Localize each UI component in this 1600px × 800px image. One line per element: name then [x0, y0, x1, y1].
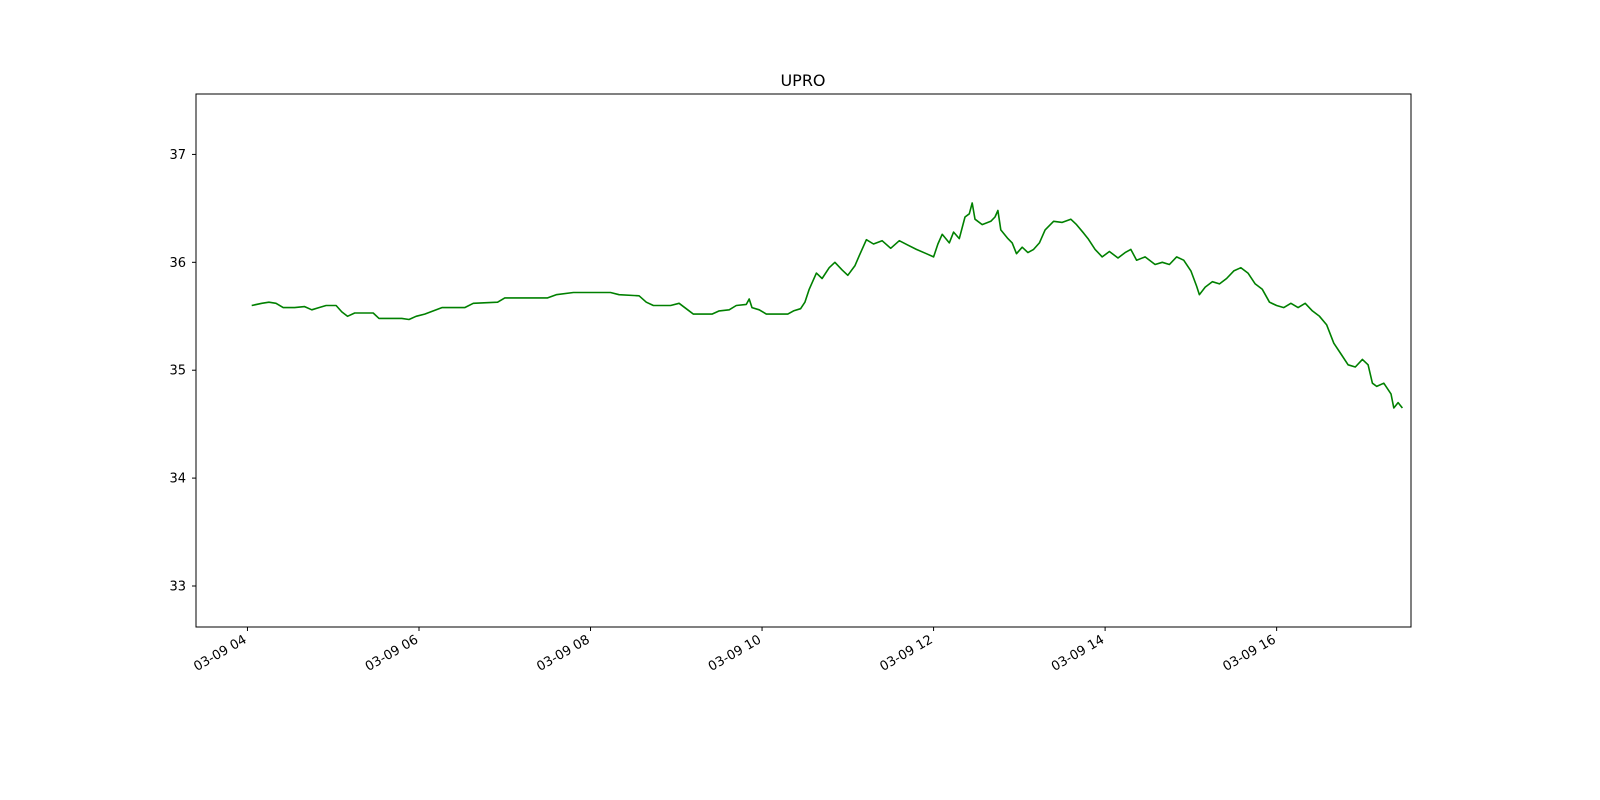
y-axis: 33 34 35 36 37 [169, 148, 196, 595]
x-tick-label: 03-09 16 [1221, 632, 1279, 674]
y-tick-label: 33 [169, 580, 186, 595]
y-tick-label: 37 [169, 148, 186, 163]
x-tick-label: 03-09 10 [706, 632, 764, 674]
x-tick-label: 03-09 12 [877, 632, 935, 674]
y-tick-label: 34 [169, 472, 186, 487]
x-tick-label: 03-09 06 [363, 632, 421, 674]
x-tick-label: 03-09 08 [534, 632, 592, 674]
plot-lines [251, 202, 1404, 409]
chart-title: UPRO [780, 71, 825, 90]
x-axis: 03-09 04 03-09 06 03-09 08 03-09 10 03-09 12… [191, 627, 1279, 675]
plot-frame [195, 93, 1412, 628]
y-tick-label: 36 [169, 256, 186, 271]
x-tick-label: 03-09 04 [191, 632, 249, 674]
price-series-line [251, 202, 1404, 409]
x-tick-label: 03-09 14 [1049, 632, 1107, 674]
y-tick-label: 35 [169, 364, 186, 379]
